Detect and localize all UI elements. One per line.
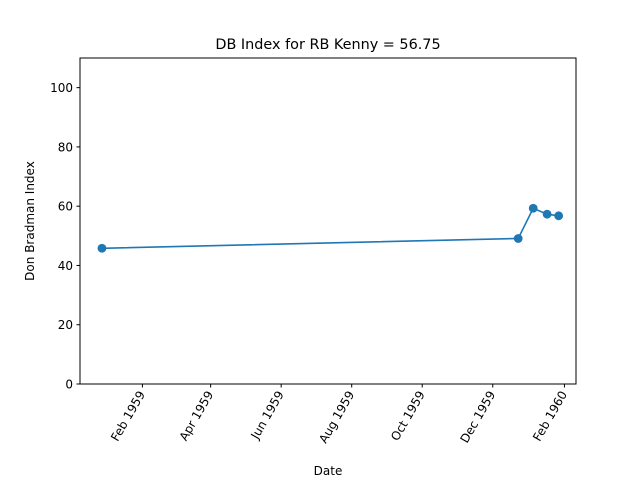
data-point: [554, 211, 564, 221]
series-layer: [97, 203, 564, 253]
x-tick-label: Jun 1959: [248, 389, 287, 443]
x-tick-label: Aug 1959: [316, 389, 357, 446]
x-tick-label: Apr 1959: [177, 389, 217, 444]
data-point: [97, 243, 107, 253]
y-tick-label: 0: [65, 378, 73, 392]
y-axis-ticks: 0 20 40 60 80 100: [50, 81, 80, 392]
x-tick-label: Feb 1959: [108, 389, 148, 444]
y-tick-label: 100: [50, 81, 73, 95]
plot-frame: [79, 57, 577, 385]
y-axis-label: Don Bradman Index: [23, 161, 37, 281]
data-point: [528, 203, 538, 213]
x-axis-ticks: Feb 1959 Apr 1959 Jun 1959 Aug 1959 Oct 1959…: [108, 384, 570, 446]
y-tick-label: 40: [58, 259, 73, 273]
data-point: [513, 234, 523, 243]
y-tick-label: 60: [58, 200, 73, 214]
y-tick-label: 80: [58, 140, 73, 154]
x-tick-label: Oct 1959: [388, 389, 428, 444]
x-tick-label: Feb 1960: [530, 389, 570, 444]
data-point: [542, 209, 552, 219]
chart-title: DB Index for RB Kenny = 56.75: [215, 37, 440, 53]
x-tick-label: Dec 1959: [457, 389, 498, 446]
y-tick-label: 20: [58, 318, 73, 332]
x-axis-label: Date: [314, 464, 343, 478]
series-line: [101, 207, 559, 250]
